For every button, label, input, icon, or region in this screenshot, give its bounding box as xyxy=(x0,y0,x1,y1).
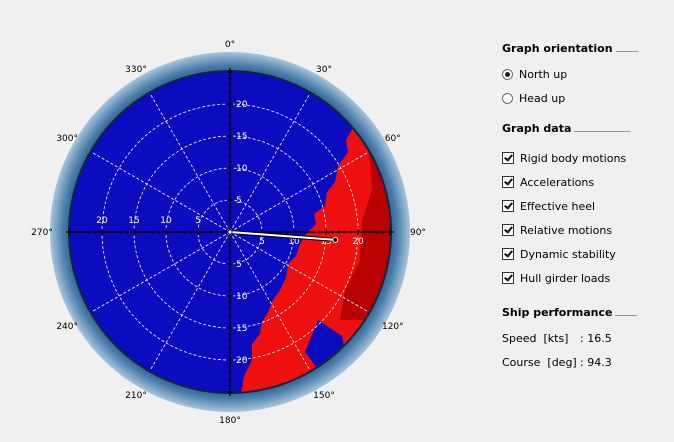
compass-label: 90° xyxy=(410,228,426,238)
radio-head-up[interactable]: Head up xyxy=(502,90,565,106)
compass-label: 30° xyxy=(316,65,332,75)
checkbox-hull-girder-loads[interactable]: Hull girder loads xyxy=(502,270,610,286)
checkbox-indicator[interactable] xyxy=(502,176,514,188)
speed-ring-label: 5 xyxy=(236,260,242,270)
orientation-title-text: Graph orientation xyxy=(502,42,613,55)
speed-value: : 16.5 xyxy=(580,332,612,345)
checkbox-label: Effective heel xyxy=(520,199,596,213)
speed-ring-label: 10 xyxy=(236,292,248,302)
graph-data-section-title: Graph data xyxy=(502,122,631,135)
radial-spoke xyxy=(229,231,311,371)
ship-vector xyxy=(227,229,339,243)
checkbox-relative-motions[interactable]: Relative motions xyxy=(502,222,612,238)
compass-label: 60° xyxy=(385,134,401,144)
speed-ring-label: 20 xyxy=(236,356,248,366)
speed-label: Speed [kts] xyxy=(502,332,569,345)
radio-north-up-indicator[interactable] xyxy=(502,68,513,80)
speed-ring-label: 20 xyxy=(352,237,364,247)
checkbox-label: Rigid body motions xyxy=(520,151,627,165)
radial-spoke xyxy=(149,93,231,233)
danger-region-dark xyxy=(340,128,390,320)
speed-ring-label: 10 xyxy=(160,216,172,226)
checkbox-effective-heel[interactable]: Effective heel xyxy=(502,198,595,214)
ship-origin xyxy=(227,229,233,235)
speed-ring-label: 5 xyxy=(236,196,242,206)
compass-label: 150° xyxy=(313,391,335,401)
ship-vector-line xyxy=(229,231,336,241)
speed-ring-label: 15 xyxy=(128,216,139,226)
checkbox-indicator[interactable] xyxy=(502,200,514,212)
checkbox-label: Hull girder loads xyxy=(520,271,611,285)
checkbox-label: Accelerations xyxy=(520,175,595,189)
performance-section-title: Ship performance xyxy=(502,306,638,319)
checkbox-accelerations[interactable]: Accelerations xyxy=(502,174,594,190)
checkbox-dynamic-stability[interactable]: Dynamic stability xyxy=(502,246,616,262)
radio-head-up-indicator[interactable] xyxy=(502,92,513,104)
title-underline xyxy=(574,122,631,132)
compass-label: 210° xyxy=(125,391,147,401)
compass-label: 180° xyxy=(219,416,241,426)
radio-north-up-label: North up xyxy=(519,67,568,81)
orientation-section-title: Graph orientation xyxy=(502,42,638,55)
speed-ring-label: 10 xyxy=(288,237,300,247)
radial-spoke xyxy=(229,151,369,233)
radial-spoke xyxy=(149,231,231,371)
radio-north-up[interactable]: North up xyxy=(502,66,567,82)
radio-head-up-label: Head up xyxy=(519,91,566,105)
compass-label: 0° xyxy=(225,40,235,50)
polar-diagram: 5 5 5 5 10 10 10 10 15 15 15 15 20 20 20 20 0° 30° 60° 90°… xyxy=(31,40,426,426)
radial-spoke xyxy=(229,231,369,313)
title-underline xyxy=(615,306,638,316)
radial-spoke xyxy=(91,151,231,233)
compass-label: 330° xyxy=(125,65,147,75)
speed-ring-label: 20 xyxy=(236,100,248,110)
compass-label: 240° xyxy=(56,322,78,332)
compass-label: 120° xyxy=(382,322,404,332)
compass-labels: 0° 30° 60° 90° 120° 150° 180° 210° 240° 270° 300° 3… xyxy=(31,40,426,426)
ship-vector-tip xyxy=(332,236,339,243)
checkbox-indicator[interactable] xyxy=(502,224,514,236)
checkbox-indicator[interactable] xyxy=(502,248,514,260)
course-value: : 94.3 xyxy=(580,356,612,369)
speed-readout: Speed [kts] : 16.5 xyxy=(502,332,612,345)
speed-ring-label: 5 xyxy=(259,237,265,247)
radial-spoke xyxy=(91,231,231,313)
speed-ring-label: 15 xyxy=(236,324,247,334)
checkbox-label: Relative motions xyxy=(520,223,613,237)
checkbox-indicator[interactable] xyxy=(502,152,514,164)
speed-ring-label: 15 xyxy=(320,237,331,247)
graph-data-title-text: Graph data xyxy=(502,122,572,135)
course-readout: Course [deg] : 94.3 xyxy=(502,356,612,369)
polar-grid xyxy=(66,68,394,396)
course-label: Course [deg] xyxy=(502,356,577,369)
checkbox-label: Dynamic stability xyxy=(520,247,616,261)
speed-ring-label: 10 xyxy=(236,164,248,174)
speed-ring-label: 5 xyxy=(195,216,201,226)
performance-title-text: Ship performance xyxy=(502,306,613,319)
control-panel: Graph orientation North up Head up Graph… xyxy=(502,0,674,442)
compass-label: 270° xyxy=(31,228,53,238)
radial-spoke xyxy=(229,93,311,233)
checkbox-rigid-body-motions[interactable]: Rigid body motions xyxy=(502,150,626,166)
checkbox-indicator[interactable] xyxy=(502,272,514,284)
speed-ring-labels: 5 5 5 5 10 10 10 10 15 15 15 15 20 20 20 20 xyxy=(96,100,364,366)
title-underline xyxy=(615,42,638,52)
compass-label: 300° xyxy=(56,134,78,144)
speed-ring-label: 20 xyxy=(96,216,108,226)
speed-ring-label: 15 xyxy=(236,132,247,142)
